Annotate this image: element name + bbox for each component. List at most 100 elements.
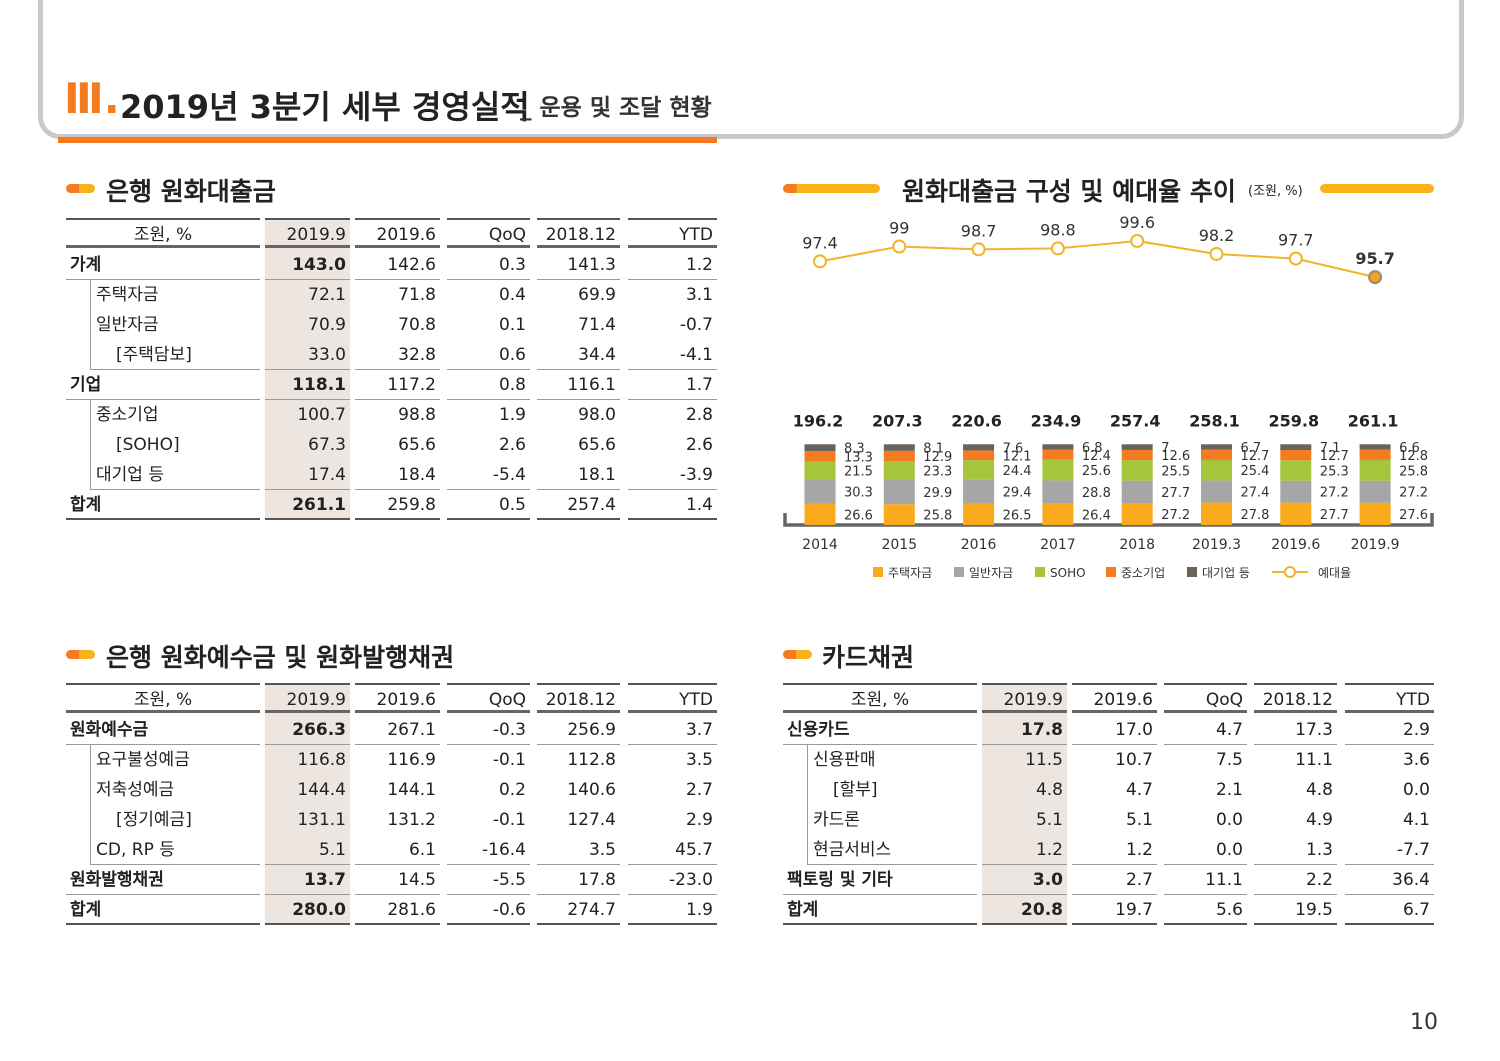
- line-point: [813, 254, 827, 269]
- total-label: 261.1: [1348, 411, 1399, 430]
- cell-value: 98.8: [398, 405, 436, 425]
- cell-value: 1.7: [628, 370, 717, 400]
- line-point: [1050, 241, 1065, 256]
- legend-label: 일반자금: [969, 566, 1013, 580]
- segment-label: 25.3: [1320, 464, 1349, 479]
- cell-value: 71.8: [398, 285, 436, 305]
- cell-value: 2.1: [1215, 780, 1243, 800]
- cell-value: 3.7: [628, 715, 717, 745]
- cell-value: 2.6: [498, 435, 526, 455]
- bar-segment: [883, 450, 915, 462]
- cell-value: 261.1: [265, 490, 350, 520]
- cell-value: -0.6: [447, 895, 530, 925]
- x-tick-label: 2017: [1040, 537, 1076, 553]
- row-indent-line: [90, 340, 91, 370]
- cell-value: 2.6: [685, 435, 713, 455]
- row-indent-line: [90, 745, 91, 775]
- segment-label: 12.7: [1320, 449, 1349, 464]
- cell-value: 33.0: [265, 340, 350, 370]
- chart-unit: (조원, %): [1248, 184, 1303, 199]
- column-header: YTD: [628, 218, 717, 248]
- line-label: 97.7: [1278, 231, 1314, 250]
- cell-value: 11.5: [1025, 750, 1063, 770]
- bar-segment: [883, 444, 915, 451]
- cell-value: 3.5: [685, 750, 713, 770]
- legend-label: 주택자금: [888, 566, 932, 580]
- segment-label: 25.8: [923, 509, 952, 524]
- cell-value: 4.8: [1035, 780, 1063, 800]
- row-indent-line: [90, 775, 91, 805]
- cell-value: 5.1: [1125, 810, 1153, 830]
- segment-label: 27.2: [1161, 508, 1190, 523]
- column-header: 2019.6: [355, 218, 440, 248]
- cell-value: 4.9: [1305, 810, 1333, 830]
- bar-segment: [963, 460, 995, 480]
- row-indent-line: [90, 805, 91, 835]
- cell-value: 14.5: [355, 865, 440, 895]
- legend-label: 예대율: [1318, 566, 1351, 580]
- row-label: 대기업 등: [96, 465, 164, 485]
- cell-value: 19.5: [1254, 895, 1337, 925]
- cell-value: 112.8: [567, 750, 616, 770]
- cell-value: 17.8: [537, 865, 620, 895]
- legend-label: SOHO: [1050, 566, 1086, 580]
- x-tick-label: 2014: [802, 537, 838, 553]
- legend-swatch: [1035, 567, 1045, 577]
- bar-segment: [1121, 503, 1153, 525]
- row-indent-line: [90, 400, 91, 430]
- bar-segment: [1280, 502, 1312, 525]
- cell-value: 2.8: [685, 405, 713, 425]
- column-header: 2019.9: [982, 683, 1067, 713]
- row-label: [할부]: [833, 780, 878, 800]
- row-label: 저축성예금: [96, 780, 175, 800]
- segment-label: 27.8: [1241, 508, 1270, 523]
- cell-value: 144.1: [387, 780, 436, 800]
- row-label: 현금서비스: [813, 840, 892, 860]
- segment-label: 6.8: [1082, 441, 1103, 456]
- cell-value: 67.3: [308, 435, 346, 455]
- column-header: 2018.12: [537, 218, 620, 248]
- segment-label: 27.4: [1241, 486, 1270, 501]
- segment-label: 7: [1161, 441, 1169, 456]
- cell-value: 4.7: [1125, 780, 1153, 800]
- column-header: 2019.9: [265, 683, 350, 713]
- title-bar: [1320, 184, 1434, 193]
- segment-label: 29.4: [1003, 486, 1032, 501]
- cell-value: 0.5: [447, 490, 530, 520]
- cell-value: 7.5: [1215, 750, 1243, 770]
- legend-swatch: [873, 567, 883, 577]
- cell-value: 1.9: [498, 405, 526, 425]
- segment-label: 7.1: [1320, 441, 1341, 456]
- highlight-column: [982, 683, 1067, 925]
- segment-label: 8.1: [923, 442, 944, 457]
- line-point: [971, 242, 986, 257]
- total-label: 220.6: [951, 411, 1002, 430]
- row-label: 원화예수금: [66, 715, 260, 745]
- cell-value: 281.6: [355, 895, 440, 925]
- segment-label: 12.4: [1082, 449, 1111, 464]
- section-title: 은행 원화대출금: [106, 177, 276, 206]
- segment-label: 24.4: [1003, 464, 1032, 479]
- bar-segment: [804, 479, 836, 504]
- cell-value: 17.3: [1254, 715, 1337, 745]
- column-header: QoQ: [1164, 683, 1247, 713]
- column-header: 2019.6: [1072, 683, 1157, 713]
- row-label: 신용판매: [813, 750, 876, 770]
- cell-value: 1.2: [982, 835, 1067, 865]
- segment-label: 13.3: [844, 450, 873, 465]
- cell-value: 266.3: [265, 715, 350, 745]
- cell-value: 10.7: [1115, 750, 1153, 770]
- cell-value: 17.4: [265, 460, 350, 490]
- line: [819, 239, 1376, 279]
- bar-segment: [804, 503, 836, 525]
- cell-value: -0.1: [492, 750, 526, 770]
- row-label: [주택담보]: [116, 345, 192, 365]
- row-indent-line: [807, 745, 808, 775]
- segment-label: 12.9: [923, 450, 952, 465]
- line-label: 99.6: [1119, 213, 1155, 232]
- row-label: 합계: [783, 895, 977, 925]
- cell-value: 65.6: [578, 435, 616, 455]
- segment-label: 27.7: [1320, 508, 1349, 523]
- bar-segment: [1201, 502, 1232, 525]
- cell-value: 1.2: [628, 250, 717, 280]
